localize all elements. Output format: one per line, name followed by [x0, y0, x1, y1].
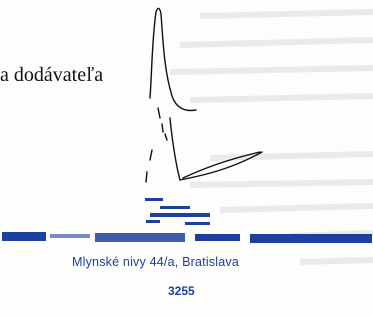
document-page: a dodávateľa Mlynské nivy 44/a, Bratisla…: [0, 0, 373, 317]
scan-background: [0, 0, 373, 317]
signature: [146, 8, 262, 182]
stamp-address: Mlynské nivy 44/a, Bratislava: [72, 255, 239, 269]
stamp-number: 3255: [168, 284, 195, 298]
body-text: a dodávateľa: [0, 64, 103, 87]
